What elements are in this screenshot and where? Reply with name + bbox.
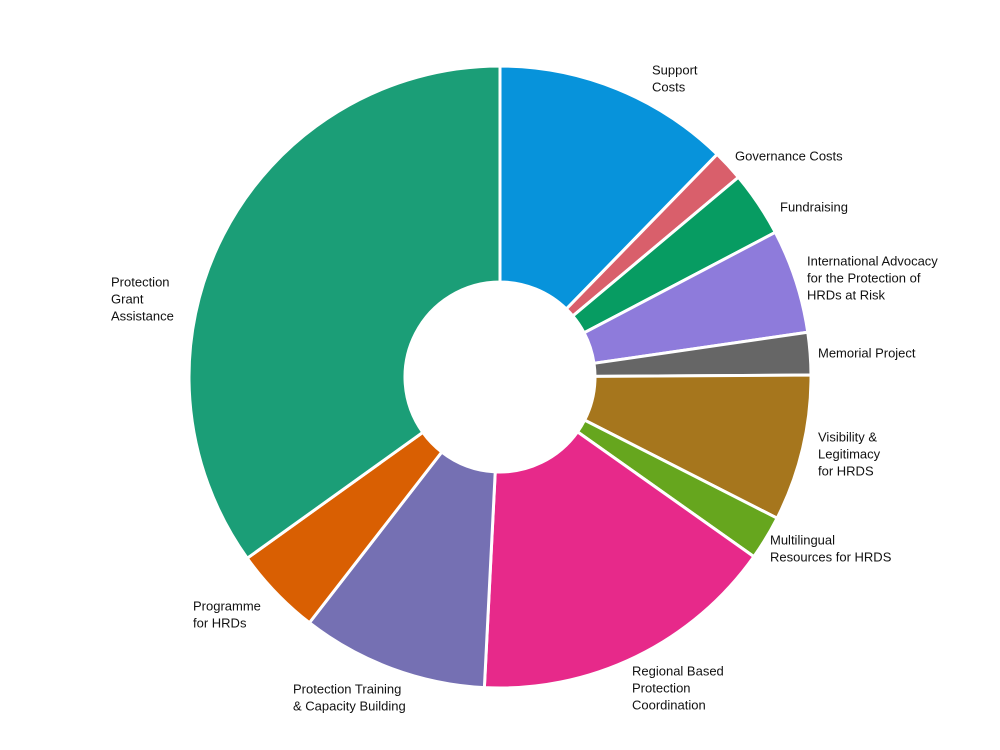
slice-label-line: Regional Based [632,663,724,678]
slice-label-0: Support Costs [652,62,698,94]
slice-label-2: Fundraising [780,199,848,214]
slice-0 [498,64,720,312]
slice-label-line: & Capacity Building [293,698,406,713]
slice-7 [482,429,756,690]
slice-label-7: Regional Based Protection Coordination [632,663,724,712]
slice-label-8: Protection Training & Capacity Building [293,681,406,713]
slice-label-line: Grant [111,291,144,306]
slice-label-line: Multilingual [770,532,835,547]
slice-label-line: for HRDS [818,463,874,478]
slice-label-4: Memorial Project [818,345,916,360]
slice-label-line: for the Protection of [807,270,921,285]
slice-label-6: Multilingual Resources for HRDS [770,532,892,564]
slice-label-line: Resources for HRDS [770,549,892,564]
slice-10 [187,64,502,561]
slice-label-line: Legitimacy [818,446,881,461]
slice-label-line: Protection Training [293,681,401,696]
slice-5 [582,373,813,521]
slice-label-line: Visibility & [818,429,877,444]
slice-label-line: Fundraising [780,199,848,214]
slice-label-line: Memorial Project [818,345,916,360]
slice-8 [307,449,497,690]
slice-label-line: Governance Costs [735,148,843,163]
slice-label-9: Programme for HRDs [193,598,261,630]
slice-label-line: Costs [652,79,686,94]
slice-label-line: HRDs at Risk [807,287,886,302]
slice-label-line: Programme [193,598,261,613]
slice-label-3: International Advocacy for the Protection… [807,253,938,302]
slice-label-line: International Advocacy [807,253,938,268]
slice-label-line: Protection [632,680,691,695]
slice-label-line: for HRDs [193,615,247,630]
slice-label-line: Support [652,62,698,77]
slice-label-5: Visibility & Legitimacy for HRDS [818,429,881,478]
slice-label-line: Assistance [111,308,174,323]
slice-label-line: Protection [111,274,170,289]
slice-label-line: Coordination [632,697,706,712]
slice-label-1: Governance Costs [735,148,843,163]
slice-label-10: Protection Grant Assistance [111,274,174,323]
